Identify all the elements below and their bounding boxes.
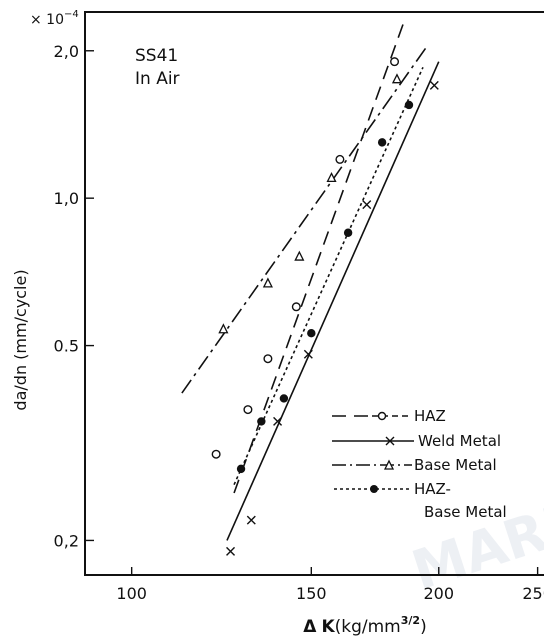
point-base-metal-2-3	[326, 171, 337, 183]
point-weld-metal-1-4	[362, 200, 372, 210]
annotation-line-1: SS41	[135, 46, 178, 66]
point-haz-3-5	[377, 138, 387, 147]
point-haz-3-1	[257, 417, 266, 426]
point-base-metal-2-1	[262, 277, 273, 288]
x-axis-label: Δ K(kg/mm3/2)	[303, 614, 426, 637]
fit-line-haz-0	[233, 20, 405, 494]
y-tick-label-0: 0,2	[54, 531, 79, 550]
axis-ticks: 100 150 200 250 0,2 0.5 1,0 2,0	[54, 42, 544, 603]
legend-entry-haz: HAZ	[332, 407, 446, 425]
point-weld-metal-1-2	[273, 416, 283, 426]
point-haz-3-6	[404, 100, 414, 110]
fit-line-weld-metal-1	[226, 61, 440, 541]
y-tick-label-2: 1,0	[54, 189, 79, 208]
x-axis-label-close: )	[420, 617, 427, 637]
fit-lines	[181, 20, 440, 541]
x-axis-label-k: K	[321, 617, 335, 637]
plot-frame	[84, 11, 544, 576]
point-haz-0-0	[211, 449, 221, 459]
legend-label-weld-metal: Weld Metal	[418, 432, 501, 450]
point-haz-3-2	[279, 394, 289, 403]
x-tick-label-1: 150	[296, 584, 327, 603]
point-weld-metal-1-3	[303, 349, 313, 359]
x-tick-label-3: 250	[522, 584, 544, 603]
y-tick-label-3: 2,0	[54, 42, 79, 61]
point-haz-0-1	[243, 405, 253, 415]
point-base-metal-2-2	[294, 250, 305, 261]
data-markers	[211, 57, 439, 556]
legend-label-haz-base-metal-line2: Base Metal	[424, 503, 507, 521]
x-axis-label-delta: Δ	[303, 617, 317, 637]
y-multiplier-base: × 10	[30, 12, 64, 28]
point-haz-0-2	[263, 354, 273, 364]
point-weld-metal-1-1	[246, 515, 256, 525]
x-tick-label-2: 200	[423, 584, 454, 603]
x-axis-label-exponent: 3/2	[401, 614, 420, 627]
point-haz-0-4	[335, 154, 345, 164]
legend-entry-base-metal: Base Metal	[332, 456, 497, 474]
y-multiplier: × 10−4	[30, 9, 79, 28]
fit-line-haz-3	[233, 67, 424, 485]
annotation-line-2: In Air	[135, 69, 180, 89]
y-multiplier-exponent: −4	[64, 9, 79, 20]
point-base-metal-2-0	[218, 323, 229, 334]
point-haz-3-0	[236, 464, 246, 474]
point-weld-metal-1-0	[226, 546, 236, 556]
legend-label-haz-base-metal: HAZ-	[414, 480, 451, 498]
legend-label-base-metal: Base Metal	[414, 456, 497, 474]
y-tick-label-1: 0.5	[54, 337, 79, 356]
point-haz-3-4	[343, 228, 353, 237]
fit-line-base-metal-2	[181, 45, 429, 394]
legend-entry-weld-metal: Weld Metal	[332, 432, 501, 450]
y-axis-label: da/dn (mm/cycle)	[11, 269, 30, 410]
x-axis-label-unit: (kg/mm	[335, 617, 401, 637]
legend-entry-haz-base-metal: HAZ- Base Metal	[334, 480, 507, 521]
x-tick-label-0: 100	[116, 584, 147, 603]
point-haz-3-3	[307, 328, 316, 338]
point-base-metal-2-4	[391, 73, 403, 84]
point-haz-0-3	[291, 302, 301, 312]
point-haz-0-5	[390, 57, 400, 67]
legend-label-haz: HAZ	[414, 407, 446, 425]
legend: HAZ Weld Metal Base Metal HAZ- Base Meta…	[332, 407, 507, 521]
point-weld-metal-1-5	[429, 80, 439, 90]
